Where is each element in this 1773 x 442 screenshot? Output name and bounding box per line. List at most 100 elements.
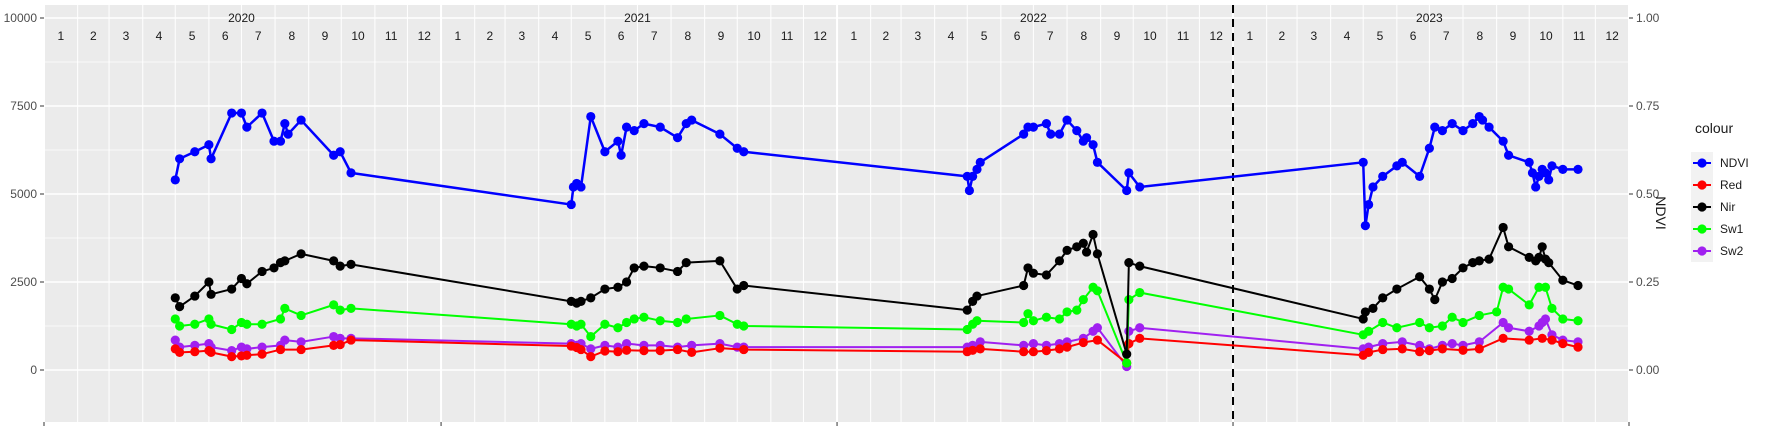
data-point: [621, 339, 632, 349]
year-label: 2021: [624, 11, 651, 25]
data-point: [346, 168, 356, 178]
data-point: [227, 108, 237, 118]
data-point: [1054, 256, 1065, 266]
data-point: [1437, 321, 1447, 331]
data-point: [600, 284, 610, 294]
y-right-tick-label: 1.00: [1636, 11, 1660, 25]
data-point: [1088, 229, 1098, 240]
data-point: [600, 346, 610, 356]
data-point: [1135, 333, 1145, 343]
data-point: [1062, 245, 1072, 255]
data-point: [586, 293, 596, 303]
data-point: [190, 347, 200, 357]
data-point: [1415, 272, 1425, 282]
data-point: [1474, 256, 1484, 266]
data-point: [1028, 316, 1038, 326]
y-right-tick-label: 0.25: [1636, 275, 1660, 289]
series-sw1: [170, 282, 1583, 368]
month-label: 12: [1210, 29, 1224, 43]
data-point: [1524, 326, 1534, 336]
data-point: [1558, 314, 1568, 324]
month-label: 6: [222, 29, 229, 43]
data-point: [1368, 303, 1378, 313]
data-point: [204, 140, 214, 150]
data-point: [1122, 185, 1132, 196]
data-point: [1573, 316, 1583, 326]
data-point: [1378, 317, 1388, 328]
data-point: [1503, 150, 1514, 160]
data-point: [1524, 335, 1534, 345]
month-label: 11: [1177, 29, 1190, 43]
data-point: [269, 263, 279, 273]
data-point: [335, 147, 345, 157]
month-label: 4: [552, 29, 559, 43]
month-label: 7: [1047, 29, 1054, 43]
data-point: [1544, 175, 1554, 185]
data-point: [1062, 307, 1072, 317]
data-point: [1023, 309, 1033, 319]
data-point: [190, 291, 200, 301]
data-point: [968, 171, 978, 181]
data-point: [1378, 293, 1388, 303]
data-point: [1458, 345, 1468, 355]
data-point: [1019, 317, 1029, 328]
data-point: [227, 284, 237, 294]
legend-label: Sw1: [1720, 222, 1744, 236]
month-label: 10: [351, 29, 365, 43]
data-point: [975, 344, 985, 354]
data-point: [170, 293, 180, 303]
data-point: [1092, 323, 1103, 333]
series-nir: [170, 222, 1583, 359]
data-point: [1081, 133, 1092, 143]
month-label: 8: [1476, 29, 1483, 43]
data-point: [296, 115, 306, 125]
month-label: 3: [519, 29, 526, 43]
data-point: [586, 344, 596, 354]
series-ndvi: [170, 108, 1583, 231]
legend-label: Sw2: [1720, 244, 1744, 258]
data-point: [1492, 307, 1502, 317]
data-point: [1437, 344, 1447, 354]
legend-key-point: [1697, 224, 1707, 234]
data-point: [1364, 326, 1374, 336]
data-point: [1477, 115, 1488, 125]
y-right-tick-label: 0.00: [1636, 363, 1660, 377]
month-label: 9: [1114, 29, 1121, 43]
data-point: [1484, 122, 1494, 132]
data-point: [296, 344, 306, 355]
data-point: [715, 129, 725, 139]
data-point: [975, 157, 985, 167]
month-label: 5: [981, 29, 988, 43]
data-point: [1430, 122, 1440, 132]
data-point: [1468, 119, 1478, 129]
data-point: [283, 129, 293, 139]
data-point: [586, 331, 596, 342]
data-point: [739, 147, 749, 157]
data-point: [190, 147, 200, 157]
month-label: 5: [1377, 29, 1384, 43]
data-point: [576, 182, 586, 192]
data-point: [613, 136, 623, 146]
data-point: [1424, 143, 1434, 153]
data-point: [1458, 263, 1468, 273]
data-point: [1124, 168, 1134, 178]
data-point: [600, 147, 610, 157]
data-point: [227, 352, 237, 362]
data-point: [269, 136, 279, 146]
month-label: 6: [618, 29, 625, 43]
legend-item-sw1: Sw1: [1691, 218, 1744, 240]
data-point: [1046, 129, 1056, 139]
data-point: [1447, 339, 1457, 349]
data-point: [206, 289, 216, 299]
month-label: 5: [585, 29, 592, 43]
data-point: [1415, 347, 1425, 357]
legend-label: Red: [1720, 178, 1742, 192]
data-point: [1062, 115, 1072, 125]
data-point: [639, 312, 649, 322]
data-point: [346, 303, 356, 313]
data-point: [655, 316, 665, 326]
legend-item-nir: Nir: [1691, 196, 1735, 218]
year-labels: 2020 2021 2022 2023: [228, 11, 1443, 25]
data-point: [962, 305, 972, 315]
